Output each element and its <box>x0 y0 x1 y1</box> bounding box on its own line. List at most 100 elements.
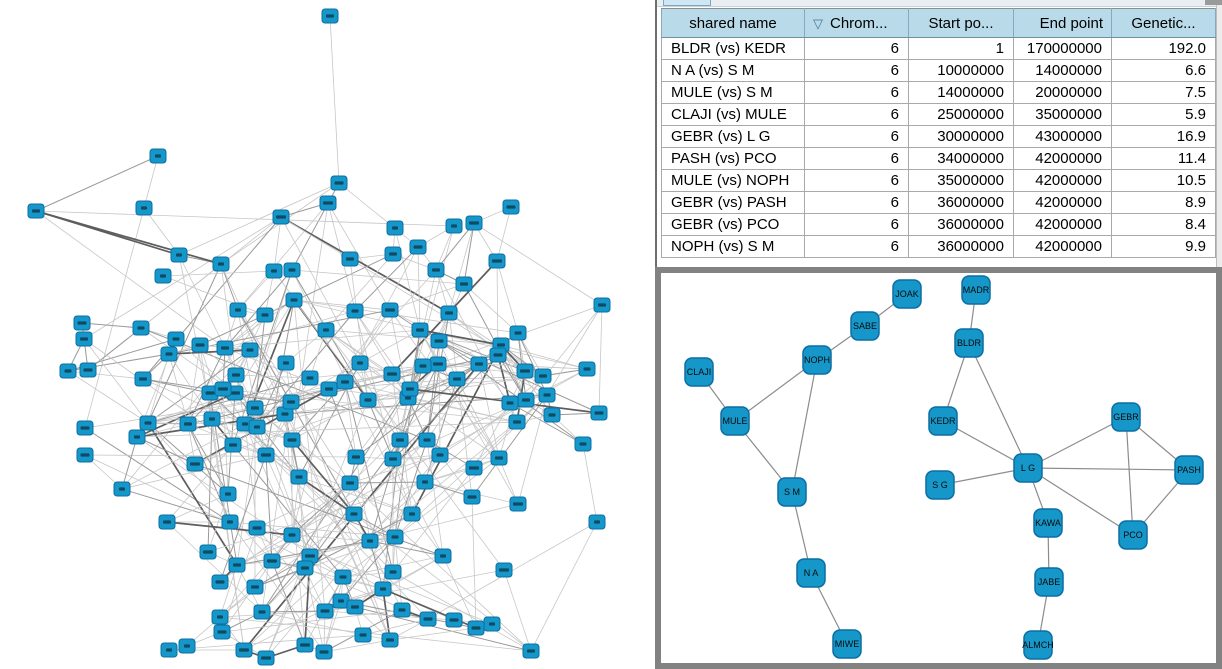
network-node[interactable] <box>139 415 157 431</box>
network-node[interactable] <box>272 209 290 225</box>
network-node[interactable] <box>341 475 359 491</box>
table-row[interactable]: N A (vs) S M 6 10000000 14000000 6.6 <box>661 59 1216 82</box>
network-node[interactable] <box>414 358 432 374</box>
network-node[interactable] <box>427 262 445 278</box>
network-node[interactable] <box>593 297 611 313</box>
network-node[interactable] <box>277 355 295 371</box>
network-node[interactable] <box>334 569 352 585</box>
network-node[interactable] <box>588 514 606 530</box>
network-node[interactable] <box>516 363 534 379</box>
network-node[interactable] <box>361 533 379 549</box>
network-node[interactable] <box>341 251 359 267</box>
network-node[interactable] <box>391 432 409 448</box>
network-node[interactable] <box>502 199 520 215</box>
network-node[interactable] <box>283 432 301 448</box>
network-node[interactable] <box>336 374 354 390</box>
filter-funnel-icon[interactable]: ▽ <box>813 15 823 31</box>
network-node[interactable] <box>574 436 592 452</box>
subnetwork-node-mule[interactable]: MULE <box>720 406 750 436</box>
network-node[interactable] <box>265 263 283 279</box>
network-node[interactable] <box>434 548 452 564</box>
network-node[interactable] <box>346 599 364 615</box>
network-node[interactable] <box>167 331 185 347</box>
network-node[interactable] <box>386 529 404 545</box>
network-node[interactable] <box>178 638 196 654</box>
table-row[interactable]: MULE (vs) S M 6 14000000 20000000 7.5 <box>661 81 1216 104</box>
network-node[interactable] <box>455 276 473 292</box>
network-node[interactable] <box>158 514 176 530</box>
network-node[interactable] <box>301 370 319 386</box>
table-row[interactable]: GEBR (vs) PCO 6 36000000 42000000 8.4 <box>661 213 1216 236</box>
table-row[interactable]: CLAJI (vs) MULE 6 25000000 35000000 5.9 <box>661 103 1216 126</box>
network-node[interactable] <box>228 557 246 573</box>
network-node[interactable] <box>320 381 338 397</box>
subnetwork-node-sabe[interactable]: SABE <box>850 311 880 341</box>
network-node[interactable] <box>211 609 229 625</box>
subnetwork-node-n-a[interactable]: N A <box>796 558 826 588</box>
network-node[interactable] <box>384 451 402 467</box>
table-row[interactable]: PASH (vs) PCO 6 34000000 42000000 11.4 <box>661 147 1216 170</box>
subnetwork-node-gebr[interactable]: GEBR <box>1111 402 1141 432</box>
network-node[interactable] <box>495 562 513 578</box>
network-node[interactable] <box>296 560 314 576</box>
network-node[interactable] <box>429 356 447 372</box>
subnetwork-node-s-m[interactable]: S M <box>777 477 807 507</box>
subnetwork-edge-noph-s-m[interactable] <box>791 359 818 493</box>
network-node[interactable] <box>257 447 275 463</box>
network-node[interactable] <box>345 506 363 522</box>
subnetwork-node-pco[interactable]: PCO <box>1118 520 1148 550</box>
network-node[interactable] <box>534 368 552 384</box>
network-node[interactable] <box>113 481 131 497</box>
network-node[interactable] <box>354 627 372 643</box>
subnetwork-node-kedr[interactable]: KEDR <box>928 406 958 436</box>
network-node[interactable] <box>483 616 501 632</box>
column-header-chrom[interactable]: ▽ Chrom... <box>804 8 909 38</box>
network-node[interactable] <box>418 432 436 448</box>
network-node[interactable] <box>501 395 519 411</box>
network-node[interactable] <box>213 624 231 640</box>
table-row[interactable]: BLDR (vs) KEDR 6 1 170000000 192.0 <box>661 37 1216 60</box>
network-node[interactable] <box>191 337 209 353</box>
network-node[interactable] <box>465 460 483 476</box>
network-node[interactable] <box>160 346 178 362</box>
network-node[interactable] <box>403 506 421 522</box>
overview-network-canvas[interactable] <box>0 0 655 669</box>
network-node[interactable] <box>263 553 281 569</box>
network-node[interactable] <box>330 175 348 191</box>
network-node[interactable] <box>374 581 392 597</box>
network-node[interactable] <box>590 405 608 421</box>
network-node[interactable] <box>386 220 404 236</box>
network-node[interactable] <box>149 148 167 164</box>
network-node[interactable] <box>135 200 153 216</box>
subnetwork-node-joak[interactable]: JOAK <box>892 279 922 309</box>
network-node[interactable] <box>445 218 463 234</box>
network-node[interactable] <box>543 407 561 423</box>
subnetwork-node-bldr[interactable]: BLDR <box>954 328 984 358</box>
subnetwork-node-miwe[interactable]: MIWE <box>832 629 862 659</box>
column-header-end-point[interactable]: End point <box>1013 8 1112 38</box>
network-node[interactable] <box>235 642 253 658</box>
network-node[interactable] <box>76 420 94 436</box>
network-node[interactable] <box>409 239 427 255</box>
network-node[interactable] <box>465 215 483 231</box>
network-node[interactable] <box>431 447 449 463</box>
column-header-shared-name[interactable]: shared name <box>661 8 805 38</box>
network-node[interactable] <box>282 394 300 410</box>
network-node[interactable] <box>463 489 481 505</box>
network-node[interactable] <box>383 366 401 382</box>
table-row[interactable]: GEBR (vs) L G 6 30000000 43000000 16.9 <box>661 125 1216 148</box>
network-node[interactable] <box>76 447 94 463</box>
network-node[interactable] <box>317 322 335 338</box>
network-node[interactable] <box>221 514 239 530</box>
network-node[interactable] <box>490 450 508 466</box>
network-node[interactable] <box>283 527 301 543</box>
network-node[interactable] <box>578 361 596 377</box>
network-node[interactable] <box>445 612 463 628</box>
network-node[interactable] <box>517 392 535 408</box>
network-node[interactable] <box>393 602 411 618</box>
network-node[interactable] <box>522 643 540 659</box>
network-node[interactable] <box>509 496 527 512</box>
network-node[interactable] <box>321 8 339 24</box>
table-tab-fragment[interactable] <box>663 0 711 6</box>
